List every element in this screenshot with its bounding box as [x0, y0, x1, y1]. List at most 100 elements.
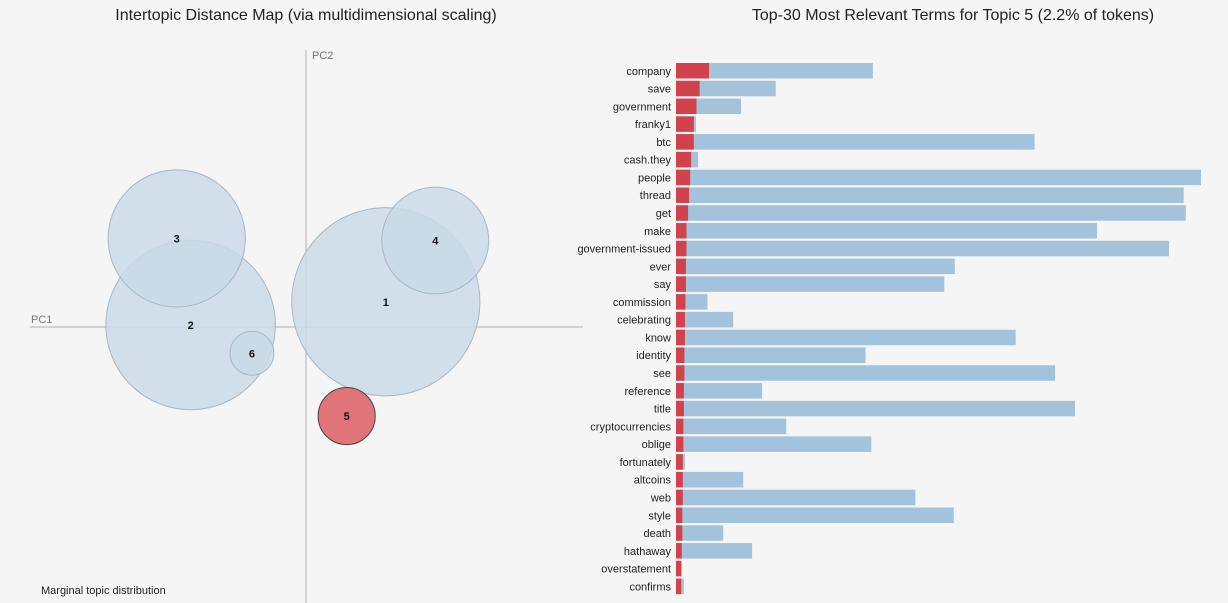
term-label[interactable]: get [656, 208, 671, 220]
topic-term-frequency-bar[interactable] [676, 258, 686, 275]
topic-term-frequency-bar[interactable] [676, 383, 684, 399]
term-row[interactable]: see [653, 365, 1056, 381]
overall-term-frequency-bar[interactable] [676, 525, 724, 541]
topic-term-frequency-bar[interactable] [676, 240, 687, 257]
term-row[interactable]: people [638, 169, 1201, 186]
overall-term-frequency-bar[interactable] [676, 80, 776, 97]
topic-term-frequency-bar[interactable] [676, 151, 692, 168]
overall-term-frequency-bar[interactable] [676, 400, 1075, 417]
overall-term-frequency-bar[interactable] [676, 240, 1169, 257]
term-row[interactable]: save [648, 80, 776, 97]
term-row[interactable]: cryptocurrencies [590, 418, 787, 435]
term-label[interactable]: hathaway [624, 546, 672, 558]
term-label[interactable]: web [650, 492, 671, 504]
topic-bubble-5[interactable] [317, 387, 376, 446]
overall-term-frequency-bar[interactable] [676, 329, 1016, 346]
overall-term-frequency-bar[interactable] [676, 223, 1098, 239]
term-row[interactable]: get [656, 205, 1186, 221]
overall-term-frequency-bar[interactable] [676, 418, 787, 435]
term-label[interactable]: oblige [642, 439, 671, 451]
topic-term-frequency-bar[interactable] [676, 116, 694, 132]
term-row[interactable]: company [626, 63, 873, 79]
term-row[interactable]: ever [650, 258, 955, 275]
topic-term-frequency-bar[interactable] [676, 436, 684, 452]
topic-term-frequency-bar[interactable] [676, 400, 684, 417]
term-row[interactable]: say [654, 276, 945, 292]
term-row[interactable]: make [644, 223, 1098, 239]
term-label[interactable]: cash.they [624, 155, 672, 167]
term-label[interactable]: cryptocurrencies [590, 421, 671, 433]
term-label[interactable]: people [638, 172, 671, 184]
term-label[interactable]: fortunately [620, 457, 672, 469]
term-row[interactable]: government [613, 98, 742, 115]
topic-term-frequency-bar[interactable] [676, 329, 685, 346]
term-label[interactable]: say [654, 279, 672, 291]
topic-bubble-3[interactable] [107, 169, 246, 308]
term-row[interactable]: cash.they [624, 151, 699, 168]
term-label[interactable]: know [645, 332, 671, 344]
term-row[interactable]: altcoins [634, 471, 744, 488]
topic-term-frequency-bar[interactable] [676, 347, 685, 363]
topic-bubble-6[interactable] [229, 330, 275, 376]
term-label[interactable]: save [648, 84, 671, 96]
term-row[interactable]: style [648, 507, 954, 524]
topic-term-frequency-bar[interactable] [676, 525, 683, 541]
topic-term-frequency-bar[interactable] [676, 80, 700, 97]
overall-term-frequency-bar[interactable] [676, 311, 734, 328]
topic-term-frequency-bar[interactable] [676, 276, 686, 292]
topic-term-frequency-bar[interactable] [676, 223, 687, 239]
term-label[interactable]: ever [650, 261, 672, 273]
overall-term-frequency-bar[interactable] [676, 507, 954, 524]
topic-term-frequency-bar[interactable] [676, 187, 690, 203]
term-label[interactable]: see [653, 368, 671, 380]
term-row[interactable]: oblige [642, 436, 872, 452]
term-label[interactable]: confirms [629, 581, 671, 593]
overall-term-frequency-bar[interactable] [676, 205, 1186, 221]
topic-term-frequency-bar[interactable] [676, 489, 683, 506]
topic-term-frequency-bar[interactable] [676, 63, 710, 79]
term-label[interactable]: government-issued [577, 244, 671, 256]
topic-term-frequency-bar[interactable] [676, 454, 683, 470]
term-label[interactable]: make [644, 226, 671, 238]
overall-term-frequency-bar[interactable] [676, 258, 955, 275]
term-label[interactable]: death [643, 528, 671, 540]
topic-term-frequency-bar[interactable] [676, 418, 684, 435]
term-row[interactable]: death [643, 525, 724, 541]
overall-term-frequency-bar[interactable] [676, 383, 763, 399]
term-label[interactable]: thread [640, 190, 671, 202]
term-label[interactable]: identity [636, 350, 671, 362]
term-row[interactable]: overstatement [601, 560, 682, 577]
term-row[interactable]: celebrating [617, 311, 734, 328]
term-label[interactable]: celebrating [617, 315, 671, 327]
term-label[interactable]: reference [625, 386, 671, 398]
overall-term-frequency-bar[interactable] [676, 543, 753, 559]
term-label[interactable]: title [654, 404, 671, 416]
term-row[interactable]: commission [613, 294, 708, 310]
topic-term-frequency-bar[interactable] [676, 507, 683, 524]
term-row[interactable]: web [650, 489, 916, 506]
term-label[interactable]: btc [656, 137, 671, 149]
topic-term-frequency-bar[interactable] [676, 169, 691, 186]
topic-term-frequency-bar[interactable] [676, 294, 686, 310]
term-row[interactable]: know [645, 329, 1016, 346]
term-row[interactable]: franky1 [635, 116, 696, 132]
term-row[interactable]: btc [656, 134, 1035, 150]
topic-term-frequency-bar[interactable] [676, 560, 682, 577]
term-row[interactable]: fortunately [620, 454, 685, 470]
term-label[interactable]: commission [613, 297, 671, 309]
term-row[interactable]: hathaway [624, 543, 753, 559]
topic-term-frequency-bar[interactable] [676, 311, 685, 328]
topic-term-frequency-bar[interactable] [676, 205, 689, 221]
term-label[interactable]: company [626, 66, 671, 78]
term-label[interactable]: style [648, 510, 671, 522]
overall-term-frequency-bar[interactable] [676, 63, 873, 79]
overall-term-frequency-bar[interactable] [676, 365, 1056, 381]
term-label[interactable]: franky1 [635, 119, 671, 131]
term-label[interactable]: altcoins [634, 475, 672, 487]
term-row[interactable]: title [654, 400, 1075, 417]
term-row[interactable]: confirms [629, 578, 684, 595]
topic-term-frequency-bar[interactable] [676, 98, 697, 115]
term-row[interactable]: thread [640, 187, 1184, 203]
topic-term-frequency-bar[interactable] [676, 471, 683, 488]
overall-term-frequency-bar[interactable] [676, 276, 945, 292]
